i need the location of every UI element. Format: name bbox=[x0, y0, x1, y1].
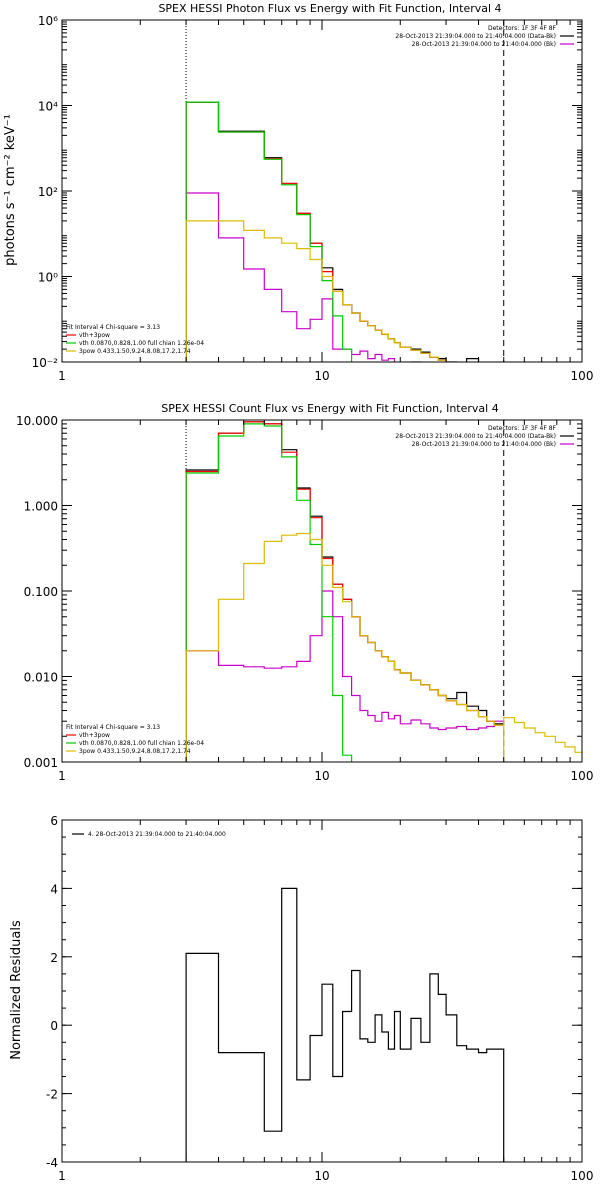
legend-left-entry: vth 0.0870,0.828,1.00 full chian 1.26e-0… bbox=[79, 740, 204, 747]
y-tick-label: 2 bbox=[50, 951, 58, 965]
legend-right-entry: 28-Oct-2013 21:39:04.000 to 21:40:04.000… bbox=[395, 433, 556, 440]
x-tick-label: 10 bbox=[314, 769, 329, 783]
y-tick-label: 10⁻² bbox=[32, 356, 59, 370]
x-tick-label: 100 bbox=[571, 1169, 594, 1183]
legend-right-entry: 28-Oct-2013 21:39:04.000 to 21:40:04.000… bbox=[412, 441, 556, 448]
y-tick-label: 0.010 bbox=[24, 671, 58, 685]
photon-flux-ylabel: photons s⁻¹ cm⁻² keV⁻¹ bbox=[3, 114, 18, 266]
count-flux-title: SPEX HESSI Count Flux vs Energy with Fit… bbox=[161, 402, 498, 415]
y-tick-label: 10.000 bbox=[16, 414, 58, 428]
series-residuals bbox=[185, 887, 505, 1162]
legend-left-entry: vth+3pow bbox=[79, 332, 110, 339]
photon-flux-title: SPEX HESSI Photon Flux vs Energy with Fi… bbox=[158, 2, 501, 15]
x-tick-label: 10 bbox=[314, 1169, 329, 1183]
legend-left-entry: Fit Interval 4 Chi-square = 3.13 bbox=[66, 324, 160, 331]
count-flux-plot: 1 10 100 0.001 0.010 0.100 1.000 10.000 Detector… bbox=[16, 414, 594, 783]
series-data-bk bbox=[185, 101, 480, 362]
legend-left-entry: vth+3pow bbox=[79, 732, 110, 739]
series-bk bbox=[185, 590, 504, 762]
y-tick-label: 10⁴ bbox=[38, 100, 58, 114]
legend-right-entry: Detectors: 1F 3F 4F 8F bbox=[488, 425, 557, 432]
residuals-plot: 1 10 100 -4 -2 0 2 4 6 4. 28-Oct-2013 21:39:04.00… bbox=[46, 814, 593, 1183]
series-3pow bbox=[185, 532, 504, 762]
series-3pow-ext bbox=[504, 382, 582, 422]
y-tick-label: 10⁰ bbox=[38, 271, 58, 285]
x-tick-label: 100 bbox=[571, 769, 594, 783]
x-tick-label: 10 bbox=[314, 369, 329, 383]
series-3pow-ext bbox=[503, 717, 582, 762]
x-tick-label: 1 bbox=[58, 1169, 66, 1183]
legend-left-entry: 4. 28-Oct-2013 21:39:04.000 to 21:40:04.… bbox=[88, 831, 226, 838]
plot-area bbox=[185, 20, 582, 422]
legend-right-entry: 28-Oct-2013 21:39:04.000 to 21:40:04.000… bbox=[412, 41, 556, 48]
legend-left-entry: vth 0.0870,0.828,1.00 full chian 1.26e-0… bbox=[79, 340, 204, 347]
y-tick-label: 1.000 bbox=[24, 500, 58, 514]
plot-area bbox=[185, 420, 582, 762]
legend-right-entry: Detectors: 1F 3F 4F 8F bbox=[488, 25, 557, 32]
x-tick-label: 1 bbox=[58, 769, 66, 783]
legend-left-entry: 3pow 0.433,1.50,9.24,8.08,17.2,1.74 bbox=[79, 748, 191, 755]
legend-right-entry: 28-Oct-2013 21:39:04.000 to 21:40:04.000… bbox=[395, 33, 556, 40]
x-tick-label: 1 bbox=[58, 369, 66, 383]
y-tick-label: 10⁶ bbox=[38, 14, 58, 28]
y-tick-label: -4 bbox=[46, 1156, 58, 1170]
series-vth-3pow bbox=[185, 101, 447, 362]
legend-left-entry: 3pow 0.433,1.50,9.24,8.08,17.2,1.74 bbox=[79, 348, 191, 355]
series-3pow bbox=[185, 220, 447, 362]
x-tick-label: 100 bbox=[571, 369, 594, 383]
plot-area bbox=[185, 887, 505, 1162]
y-tick-label: 0.001 bbox=[24, 756, 58, 770]
y-tick-label: -2 bbox=[46, 1088, 58, 1102]
series-vth bbox=[185, 101, 353, 362]
y-tick-label: 0 bbox=[50, 1019, 58, 1033]
series-vth bbox=[185, 423, 353, 762]
y-tick-label: 6 bbox=[50, 814, 58, 828]
panel-photon-flux: SPEX HESSI Photon Flux vs Energy with Fi… bbox=[3, 2, 594, 422]
y-tick-label: 10² bbox=[38, 185, 58, 199]
photon-flux-plot: 1 10 100 10⁻² 10⁰ 10² 10⁴ 10⁶ Detectors: 1F 3F 4… bbox=[32, 14, 594, 422]
legend-left-entry: Fit Interval 4 Chi-square = 3.13 bbox=[66, 724, 160, 731]
y-tick-label: 0.100 bbox=[24, 585, 58, 599]
series-bk bbox=[185, 192, 422, 362]
residuals-ylabel: Normalized Residuals bbox=[9, 920, 24, 1060]
y-tick-label: 4 bbox=[50, 882, 58, 896]
panel-count-flux: SPEX HESSI Count Flux vs Energy with Fit… bbox=[16, 402, 594, 783]
panel-residuals: Normalized Residuals 1 10 100 -4 -2 0 2 4 6 4. 28… bbox=[9, 814, 593, 1183]
